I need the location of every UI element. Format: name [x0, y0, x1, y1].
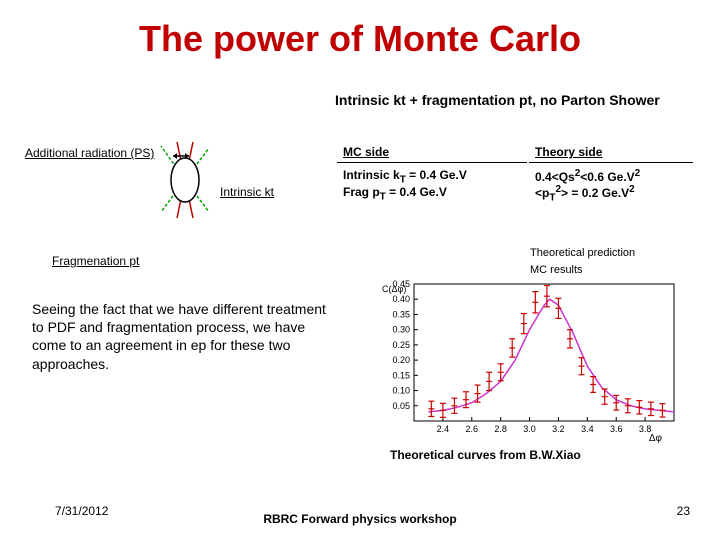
svg-text:2.8: 2.8 [494, 424, 507, 434]
svg-text:2.4: 2.4 [437, 424, 450, 434]
page-title: The power of Monte Carlo [0, 0, 720, 60]
legend-theoretical: Theoretical prediction [530, 247, 635, 259]
svg-text:0.20: 0.20 [392, 355, 410, 365]
svg-text:0.10: 0.10 [392, 386, 410, 396]
parton-diagram [155, 140, 215, 220]
additional-radiation-label: Additional radiation (PS) [25, 146, 154, 160]
svg-text:3.6: 3.6 [610, 424, 623, 434]
svg-text:2.6: 2.6 [466, 424, 479, 434]
curves-credit: Theoretical curves from B.W.Xiao [390, 448, 581, 462]
table-header-mc: MC side [337, 142, 527, 163]
svg-text:C(Δφ): C(Δφ) [382, 284, 406, 294]
footer-center: RBRC Forward physics workshop [0, 512, 720, 526]
table-theory-cell: 0.4<Qs2<0.6 Ge.V2 <pT2> = 0.2 Ge.V2 [529, 165, 693, 206]
subtitle: Intrinsic kt + fragmentation pt, no Part… [335, 92, 695, 108]
table-header-theory: Theory side [529, 142, 693, 163]
svg-text:3.4: 3.4 [581, 424, 594, 434]
legend-mc: MC results [530, 264, 583, 276]
table-mc-cell: Intrinsic kT = 0.4 Ge.V Frag pT = 0.4 Ge… [337, 165, 527, 206]
footer-page-number: 23 [677, 504, 690, 518]
body-paragraph: Seeing the fact that we have different t… [32, 300, 332, 373]
fragmentation-pt-label: Fragmenation pt [52, 254, 139, 268]
comparison-table: MC side Theory side Intrinsic kT = 0.4 G… [335, 140, 695, 208]
svg-text:3.2: 3.2 [552, 424, 565, 434]
svg-text:0.40: 0.40 [392, 294, 410, 304]
svg-text:0.25: 0.25 [392, 340, 410, 350]
svg-text:Δφ: Δφ [649, 433, 663, 443]
svg-text:0.15: 0.15 [392, 370, 410, 380]
svg-text:3.0: 3.0 [523, 424, 536, 434]
svg-text:0.30: 0.30 [392, 325, 410, 335]
svg-text:0.05: 0.05 [392, 401, 410, 411]
svg-text:0.35: 0.35 [392, 309, 410, 319]
correlation-chart: 0.050.100.150.200.250.300.350.400.452.42… [372, 278, 682, 443]
intrinsic-kt-label: Intrinsic kt [220, 185, 274, 199]
